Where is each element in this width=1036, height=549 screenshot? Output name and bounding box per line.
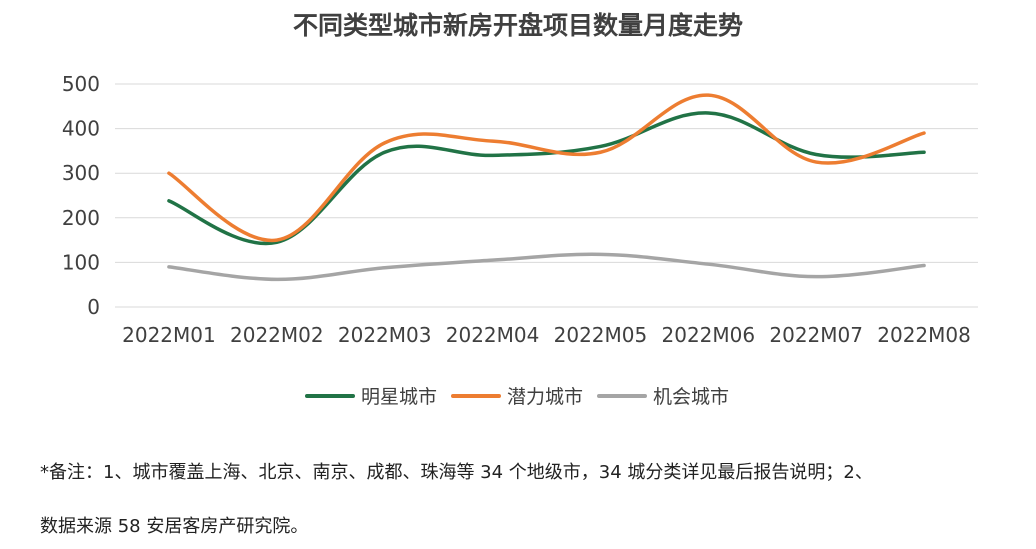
y-tick-label: 100 <box>62 250 100 274</box>
note-line-1: *备注：1、城市覆盖上海、北京、南京、成都、珠海等 34 个地级市，34 城分类… <box>40 462 873 483</box>
legend-swatch-opportunity <box>597 393 648 398</box>
series-line-2 <box>167 252 926 282</box>
y-tick-label: 200 <box>62 206 100 230</box>
x-tick-label: 2022M03 <box>338 323 432 347</box>
y-tick-label: 500 <box>62 72 100 96</box>
legend-label-star: 明星城市 <box>361 386 438 408</box>
x-tick-label: 2022M02 <box>230 323 324 347</box>
y-axis-ticks: 0 100 200 300 400 500 <box>62 72 100 319</box>
series-line-0 <box>167 111 926 246</box>
legend-swatch-star <box>305 393 355 398</box>
x-tick-label: 2022M01 <box>122 323 216 347</box>
series-lines <box>167 93 926 282</box>
legend-label-potential: 潜力城市 <box>507 386 584 408</box>
chart-title: 不同类型城市新房开盘项目数量月度走势 <box>292 11 743 40</box>
legend-item-potential: 潜力城市 <box>451 382 583 409</box>
legend-label-opportunity: 机会城市 <box>653 386 730 408</box>
grid-lines <box>115 83 978 308</box>
legend-item-opportunity: 机会城市 <box>597 382 729 409</box>
x-axis-ticks: 2022M01 2022M02 2022M03 2022M04 2022M05 2022M… <box>122 323 971 347</box>
legend: 明星城市 潜力城市 机会城市 <box>305 382 743 409</box>
series-line-1 <box>167 93 926 242</box>
legend-item-star: 明星城市 <box>305 382 437 409</box>
x-tick-label: 2022M06 <box>662 323 756 347</box>
x-tick-label: 2022M04 <box>446 323 540 347</box>
x-tick-label: 2022M08 <box>877 323 971 347</box>
x-tick-label: 2022M07 <box>769 323 863 347</box>
x-tick-label: 2022M05 <box>554 323 648 347</box>
note-line-2: 数据来源 58 安居客房产研究院。 <box>40 516 309 537</box>
y-tick-label: 400 <box>62 117 100 141</box>
y-tick-label: 300 <box>62 161 100 185</box>
y-tick-label: 0 <box>87 295 100 319</box>
legend-swatch-potential <box>451 393 502 398</box>
